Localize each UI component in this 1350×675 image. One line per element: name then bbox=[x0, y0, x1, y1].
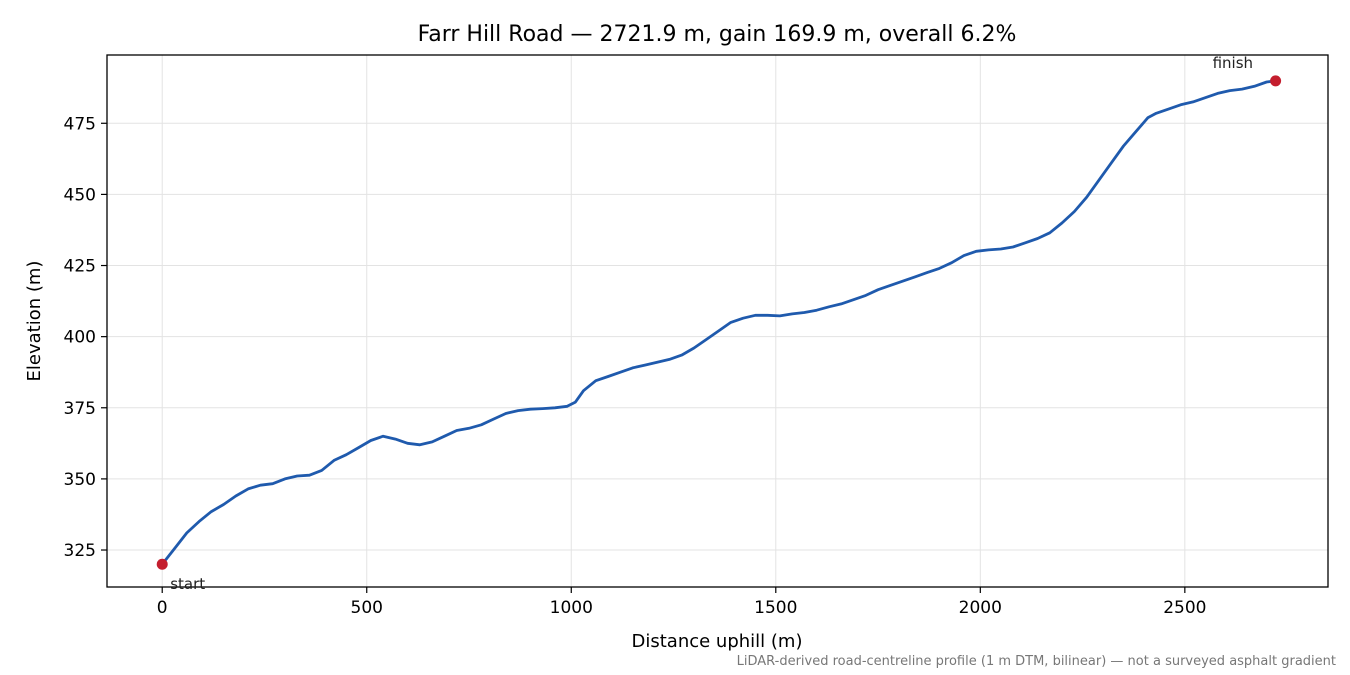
y-axis-label: Elevation (m) bbox=[24, 261, 45, 382]
x-tick-label: 1500 bbox=[754, 598, 797, 618]
x-tick-label: 0 bbox=[157, 598, 168, 618]
x-tick-label: 1000 bbox=[550, 598, 593, 618]
start-label: start bbox=[170, 575, 205, 593]
endpoint-markers: start finish bbox=[156, 54, 1282, 593]
y-tick-label: 425 bbox=[64, 257, 96, 277]
x-axis-label: Distance uphill (m) bbox=[632, 631, 803, 652]
plot-area-frame bbox=[106, 54, 1329, 588]
x-tick-label: 2500 bbox=[1163, 598, 1206, 618]
axis-ticks: 0 500 1000 1500 2000 2500 325 350 375 400 425 450 47… bbox=[64, 114, 1207, 618]
y-tick-label: 375 bbox=[64, 399, 96, 419]
x-tick-label: 500 bbox=[351, 598, 383, 618]
chart-title: Farr Hill Road — 2721.9 m, gain 169.9 m,… bbox=[418, 22, 1017, 47]
elevation-profile-line bbox=[160, 79, 1277, 566]
x-tick-label: 2000 bbox=[959, 598, 1002, 618]
finish-marker bbox=[1270, 75, 1282, 87]
footnote: LiDAR-derived road-centreline profile (1… bbox=[737, 654, 1336, 669]
finish-label: finish bbox=[1213, 54, 1253, 72]
y-tick-label: 400 bbox=[64, 328, 96, 348]
start-marker bbox=[156, 558, 168, 570]
y-tick-label: 475 bbox=[64, 114, 96, 134]
y-tick-label: 325 bbox=[64, 541, 96, 561]
y-tick-label: 450 bbox=[64, 185, 96, 205]
y-tick-label: 350 bbox=[64, 470, 96, 490]
grid-lines bbox=[107, 55, 1328, 587]
series-layer bbox=[160, 79, 1277, 566]
